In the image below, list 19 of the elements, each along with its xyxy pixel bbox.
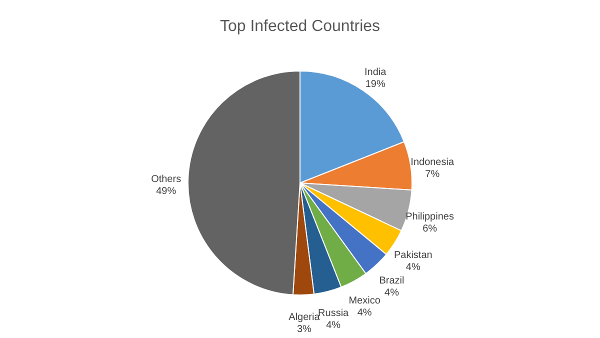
slice-label: Mexico bbox=[348, 295, 381, 306]
data-label: 4% bbox=[326, 320, 341, 331]
chart-title: Top Infected Countries bbox=[220, 18, 380, 35]
data-label: 4% bbox=[357, 307, 372, 318]
data-label: 7% bbox=[425, 169, 440, 180]
slice-label: Brazil bbox=[379, 276, 404, 287]
slice-label: Others bbox=[151, 174, 182, 185]
data-label: 49% bbox=[156, 186, 176, 197]
slice-label: Indonesia bbox=[410, 157, 454, 168]
slice-label: Algeria bbox=[288, 312, 320, 323]
slice-label: Russia bbox=[318, 308, 350, 319]
slice-label: Pakistan bbox=[394, 250, 432, 261]
data-label: 4% bbox=[406, 262, 420, 273]
slice-label: India bbox=[364, 67, 387, 78]
data-label: 19% bbox=[365, 79, 386, 90]
data-label: 4% bbox=[384, 288, 400, 299]
data-label: 6% bbox=[422, 223, 438, 234]
slice-label: Philippines bbox=[406, 211, 454, 222]
data-label: 3% bbox=[296, 324, 312, 335]
